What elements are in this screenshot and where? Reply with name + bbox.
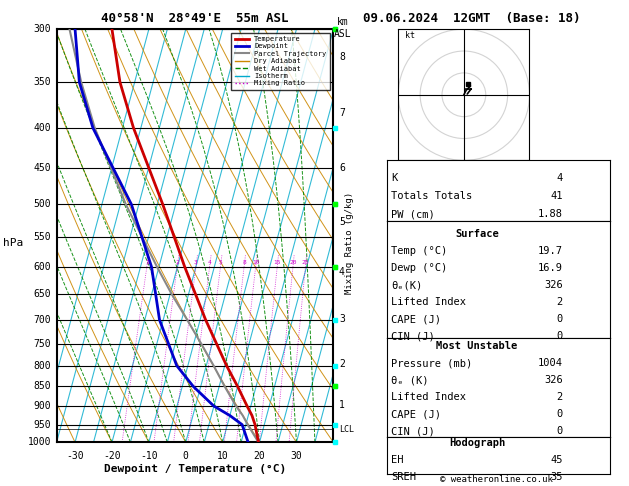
Text: Hodograph: Hodograph	[449, 438, 505, 449]
Text: 20: 20	[289, 260, 297, 265]
Text: 0: 0	[557, 331, 563, 342]
Text: 1004: 1004	[538, 358, 563, 368]
Text: 750: 750	[33, 339, 51, 348]
Text: 25: 25	[302, 260, 309, 265]
Text: EH: EH	[391, 455, 404, 466]
Text: 2: 2	[339, 359, 345, 368]
Text: 4: 4	[557, 173, 563, 183]
Text: 30: 30	[291, 451, 303, 461]
Text: 900: 900	[33, 401, 51, 411]
Text: 0: 0	[557, 409, 563, 419]
Text: Totals Totals: Totals Totals	[391, 191, 472, 201]
Text: 326: 326	[544, 375, 563, 385]
Text: K: K	[391, 173, 398, 183]
Text: Dewpoint / Temperature (°C): Dewpoint / Temperature (°C)	[104, 464, 286, 474]
Text: 400: 400	[33, 123, 51, 133]
Text: 600: 600	[33, 262, 51, 272]
Legend: Temperature, Dewpoint, Parcel Trajectory, Dry Adiabat, Wet Adiabat, Isotherm, Mi: Temperature, Dewpoint, Parcel Trajectory…	[231, 33, 330, 90]
Text: 41: 41	[550, 191, 563, 201]
Text: 1: 1	[339, 400, 345, 410]
Text: 950: 950	[33, 419, 51, 430]
Text: 4: 4	[208, 260, 211, 265]
Text: CAPE (J): CAPE (J)	[391, 409, 441, 419]
Text: 2: 2	[557, 392, 563, 402]
Text: Temp (°C): Temp (°C)	[391, 246, 447, 257]
Text: 350: 350	[33, 77, 51, 87]
Text: 0: 0	[557, 426, 563, 436]
Text: 45: 45	[550, 455, 563, 466]
Text: 3: 3	[339, 314, 345, 324]
Text: CIN (J): CIN (J)	[391, 426, 435, 436]
Text: 5: 5	[218, 260, 222, 265]
Text: -30: -30	[66, 451, 84, 461]
Text: 326: 326	[544, 280, 563, 291]
Text: km
ASL: km ASL	[334, 17, 352, 38]
Text: 650: 650	[33, 290, 51, 299]
Text: 850: 850	[33, 382, 51, 392]
Text: 35: 35	[550, 472, 563, 483]
Text: 5: 5	[339, 217, 345, 227]
Text: Lifted Index: Lifted Index	[391, 392, 466, 402]
Text: θₑ(K): θₑ(K)	[391, 280, 423, 291]
Text: θₑ (K): θₑ (K)	[391, 375, 429, 385]
Text: 6: 6	[339, 163, 345, 174]
Text: 8: 8	[339, 52, 345, 62]
Text: 10: 10	[252, 260, 259, 265]
Text: Surface: Surface	[455, 229, 499, 240]
Text: 1.88: 1.88	[538, 209, 563, 220]
Text: 09.06.2024  12GMT  (Base: 18): 09.06.2024 12GMT (Base: 18)	[363, 12, 581, 25]
Text: 19.7: 19.7	[538, 246, 563, 257]
Text: CIN (J): CIN (J)	[391, 331, 435, 342]
Text: 550: 550	[33, 232, 51, 242]
Text: 450: 450	[33, 163, 51, 174]
Text: 800: 800	[33, 361, 51, 371]
Text: 15: 15	[274, 260, 281, 265]
Text: PW (cm): PW (cm)	[391, 209, 435, 220]
Text: 700: 700	[33, 315, 51, 325]
Text: SREH: SREH	[391, 472, 416, 483]
Text: 8: 8	[242, 260, 246, 265]
Text: -20: -20	[103, 451, 121, 461]
Text: Most Unstable: Most Unstable	[437, 341, 518, 351]
Text: 0: 0	[557, 314, 563, 325]
Text: kt: kt	[405, 31, 415, 40]
Text: 0: 0	[183, 451, 189, 461]
Text: 2: 2	[175, 260, 179, 265]
Text: 2: 2	[557, 297, 563, 308]
Text: © weatheronline.co.uk: © weatheronline.co.uk	[440, 474, 554, 484]
Text: 500: 500	[33, 199, 51, 209]
Text: Pressure (mb): Pressure (mb)	[391, 358, 472, 368]
Text: Dewp (°C): Dewp (°C)	[391, 263, 447, 274]
Text: LCL: LCL	[339, 425, 354, 434]
Text: 1000: 1000	[28, 437, 51, 447]
Text: -10: -10	[140, 451, 158, 461]
Text: 16.9: 16.9	[538, 263, 563, 274]
Text: hPa: hPa	[3, 238, 23, 248]
Text: 1: 1	[145, 260, 148, 265]
Text: 20: 20	[253, 451, 265, 461]
Text: Lifted Index: Lifted Index	[391, 297, 466, 308]
Text: 300: 300	[33, 24, 51, 34]
Text: 7: 7	[339, 108, 345, 118]
Text: 4: 4	[339, 267, 345, 277]
Text: 40°58'N  28°49'E  55m ASL: 40°58'N 28°49'E 55m ASL	[101, 12, 289, 25]
Text: Mixing Ratio (g/kg): Mixing Ratio (g/kg)	[345, 192, 353, 294]
Text: 10: 10	[217, 451, 228, 461]
Text: 3: 3	[194, 260, 198, 265]
Text: CAPE (J): CAPE (J)	[391, 314, 441, 325]
